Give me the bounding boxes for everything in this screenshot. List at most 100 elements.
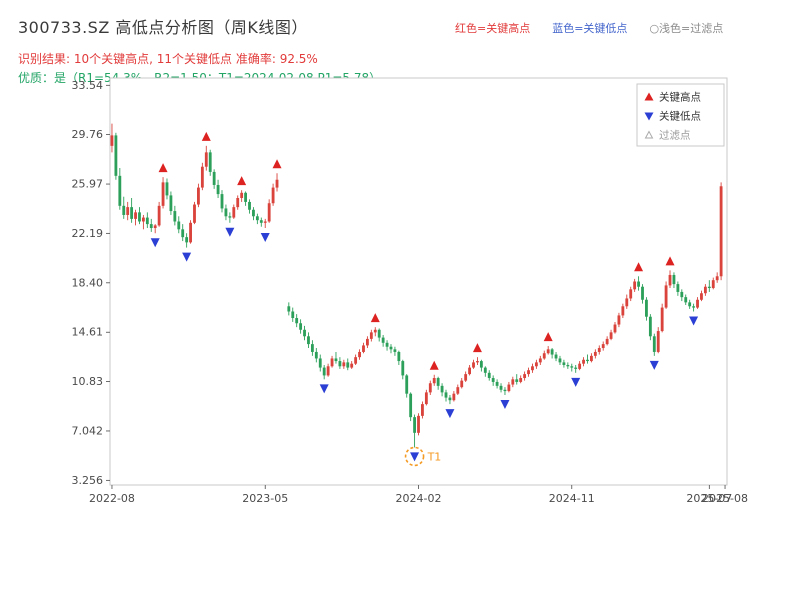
candle (432, 378, 436, 384)
key-low-marker (225, 227, 235, 237)
candle (468, 367, 471, 375)
legend-key-low-label: 关键低点 (659, 110, 701, 123)
candle (483, 367, 487, 373)
candle (452, 393, 456, 401)
key-low-marker (500, 399, 510, 409)
candle (381, 337, 385, 343)
legend-filtered-label: 过滤点 (659, 129, 691, 142)
candle (330, 358, 334, 367)
candle (318, 358, 322, 368)
candle (531, 366, 534, 371)
candle (495, 381, 499, 386)
candle (491, 378, 495, 382)
candle (719, 186, 723, 277)
y-tick-label: 3.256 (72, 474, 104, 487)
candle (621, 306, 625, 316)
key-high-markers (158, 131, 675, 370)
candle (177, 221, 181, 230)
candle (287, 306, 291, 312)
candle (550, 349, 554, 355)
legend-up-triangle-icon (644, 92, 654, 101)
candle (204, 152, 208, 167)
candle (141, 217, 145, 222)
candle (534, 362, 538, 367)
candle (593, 351, 597, 356)
candle (271, 187, 275, 204)
candle (346, 362, 350, 368)
candle (711, 280, 715, 289)
candle (424, 392, 428, 405)
candle (366, 338, 369, 346)
candle (322, 367, 326, 376)
candle (641, 286, 644, 300)
candle (259, 220, 263, 223)
key-high-marker (201, 131, 211, 141)
candle (385, 342, 389, 347)
x-tick-label: 2022-08 (89, 492, 135, 505)
candle (161, 182, 165, 206)
x-tick-label: 2025-07 (686, 492, 732, 505)
candle (515, 379, 519, 382)
candle (672, 274, 676, 285)
candle (586, 359, 589, 362)
candle (252, 209, 255, 217)
key-low-marker (319, 384, 329, 394)
candle (692, 306, 696, 308)
y-tick-label: 10.83 (72, 375, 104, 388)
candle (185, 237, 189, 243)
candle (126, 207, 130, 215)
candle (507, 384, 511, 392)
legend-low-text: 蓝色=关键低点 (552, 22, 628, 35)
candle (130, 207, 134, 219)
key-high-marker (237, 176, 247, 186)
candle (605, 338, 609, 345)
legend-filtered-text: ○浅色=过滤点 (649, 22, 724, 35)
y-tick-label: 29.76 (72, 128, 104, 141)
candle (562, 362, 566, 365)
top-legend: 红色=关键高点 蓝色=关键低点 ○浅色=过滤点 (455, 20, 723, 36)
candle (676, 284, 680, 292)
candle (456, 387, 460, 394)
key-high-marker (429, 360, 439, 370)
candle (114, 135, 118, 176)
t1-annotation: T1 (404, 446, 441, 467)
candle (240, 192, 244, 199)
candle (421, 404, 424, 416)
key-low-marker (649, 360, 659, 370)
candle (613, 324, 617, 333)
candle (110, 135, 114, 146)
candle (570, 366, 574, 368)
candle (263, 221, 267, 223)
candle (145, 217, 149, 225)
candle (342, 362, 346, 367)
candle (472, 362, 475, 368)
candle (189, 222, 192, 243)
candle (464, 374, 468, 381)
candle (664, 285, 668, 308)
candle (338, 361, 342, 367)
key-low-marker (260, 233, 270, 243)
candle (538, 358, 542, 363)
candle (244, 192, 247, 202)
x-tick-label: 2024-02 (396, 492, 442, 505)
candle (350, 363, 354, 368)
key-high-marker (543, 332, 553, 342)
key-high-marker (158, 163, 168, 173)
candle (181, 229, 185, 238)
candle (334, 358, 338, 362)
key-high-marker (665, 256, 675, 266)
key-low-markers (150, 227, 699, 462)
key-low-marker (150, 238, 160, 248)
candle (578, 363, 582, 369)
candle (413, 417, 416, 433)
candle (558, 358, 562, 363)
candle (440, 385, 444, 393)
candle (637, 281, 640, 287)
candle (299, 323, 303, 330)
legend-filtered-triangle-icon (644, 130, 654, 139)
candle (149, 224, 153, 229)
legend-high-text: 红色=关键高点 (455, 22, 531, 35)
candle (546, 349, 550, 354)
key-low-marker (410, 452, 420, 462)
candle (248, 201, 251, 210)
